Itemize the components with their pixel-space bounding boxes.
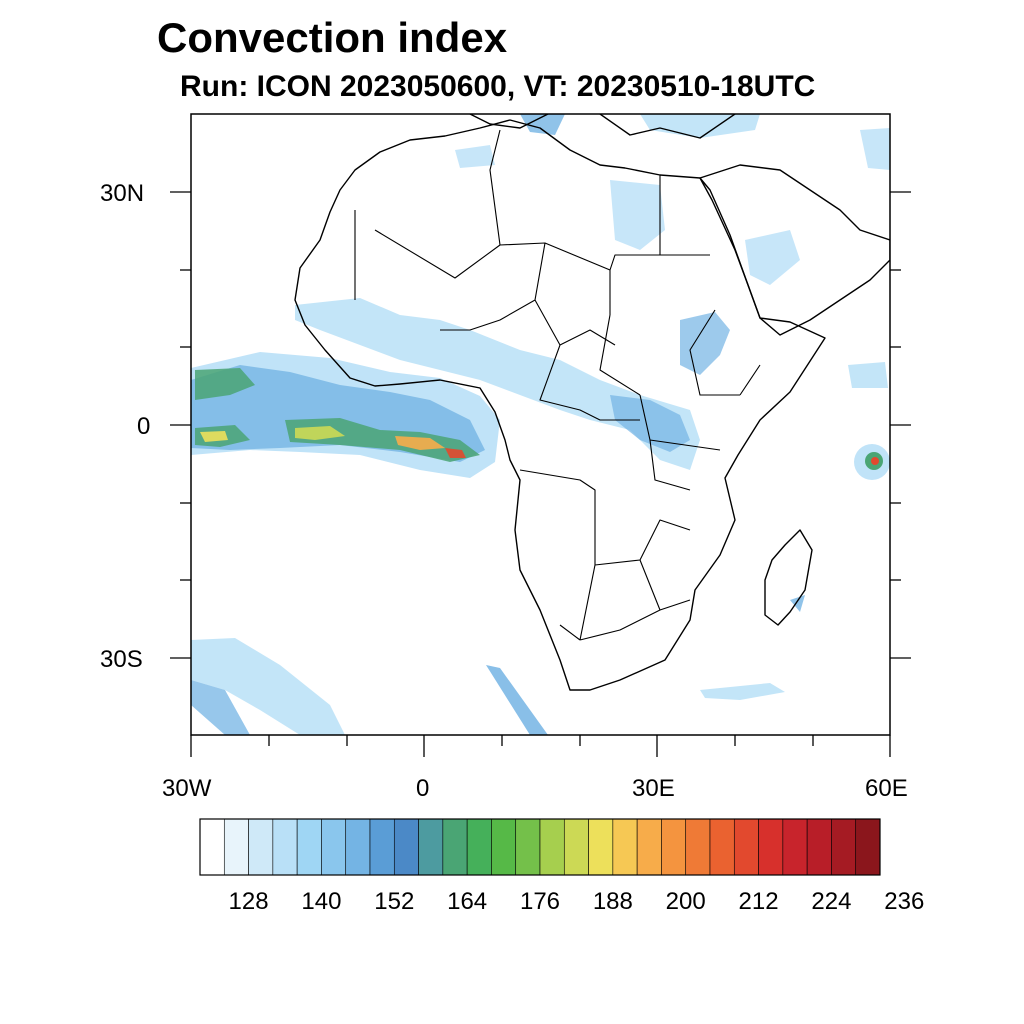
lat-label-30s: 30S	[100, 646, 143, 673]
convection-area	[395, 436, 445, 450]
colorbar-box	[806, 818, 832, 876]
convection-area	[871, 457, 879, 465]
lon-label-0: 0	[416, 775, 430, 802]
colorbar-box	[393, 818, 419, 876]
convection-area	[486, 665, 548, 735]
colorbar-box	[758, 818, 784, 876]
colorbar-box	[563, 818, 589, 876]
colorbar-box	[369, 818, 395, 876]
colorbar-tick-label: 164	[447, 888, 488, 915]
colorbar-box	[831, 818, 857, 876]
lon-label-30w: 30W	[162, 775, 212, 802]
convection-area	[200, 431, 228, 442]
convection-area	[195, 368, 255, 400]
convection-area	[455, 145, 495, 168]
convection-area	[520, 114, 565, 135]
colorbar-box	[296, 818, 322, 876]
convection-area	[848, 362, 888, 388]
convection-area	[790, 595, 805, 612]
arabia-coastline	[699, 164, 890, 336]
chart-title: Convection index	[157, 14, 508, 61]
coastline	[294, 119, 826, 691]
convection-area	[445, 448, 466, 458]
lon-label-60e: 60E	[865, 775, 908, 802]
country-borders	[354, 129, 761, 641]
lon-label-30e: 30E	[632, 775, 675, 802]
colorbar-box	[272, 818, 298, 876]
colorbar-tick-label: 224	[811, 888, 852, 915]
colorbar-box	[345, 818, 371, 876]
convection-area	[295, 298, 700, 470]
colorbar-box	[223, 818, 249, 876]
convection-area	[640, 114, 760, 138]
lat-label-0: 0	[137, 413, 151, 440]
colorbar-box	[442, 818, 468, 876]
map-ticks	[170, 191, 911, 757]
colorbar-box	[491, 818, 517, 876]
colorbar-box	[709, 818, 735, 876]
chart-subtitle: Run: ICON 2023050600, VT: 20230510-18UTC	[180, 70, 816, 103]
mediterranean-north	[469, 114, 736, 139]
convection-area	[745, 230, 800, 285]
colorbar-boxes	[199, 818, 881, 876]
convection-area	[191, 638, 345, 735]
convection-field	[191, 114, 890, 735]
colorbar-tick-label: 188	[592, 888, 633, 915]
colorbar-tick-label: 176	[519, 888, 561, 915]
colorbar-box	[855, 818, 881, 876]
colorbar-box	[782, 818, 808, 876]
convection-area	[860, 128, 890, 170]
colorbar-box	[636, 818, 662, 876]
colorbar-box	[685, 818, 711, 876]
madagascar-outline	[764, 529, 813, 626]
colorbar-tick-label: 236	[884, 888, 925, 915]
colorbar-tick-label: 200	[665, 888, 706, 915]
colorbar-box	[515, 818, 541, 876]
convection-area	[610, 395, 690, 452]
colorbar-box	[733, 818, 759, 876]
colorbar-box	[539, 818, 565, 876]
colorbar-box	[199, 818, 225, 876]
convection-area	[191, 680, 250, 735]
colorbar-box	[418, 818, 444, 876]
colorbar-frame	[199, 818, 881, 876]
colorbar-tick-label: 152	[374, 888, 415, 915]
colorbar-box	[466, 818, 492, 876]
convection-area	[610, 180, 665, 250]
africa-coastline	[294, 114, 890, 691]
colorbar-box	[248, 818, 274, 876]
convection-area	[295, 426, 345, 440]
colorbar-box	[661, 818, 687, 876]
colorbar-box	[321, 818, 347, 876]
lat-label-30n: 30N	[100, 180, 145, 207]
colorbar-box	[588, 818, 614, 876]
colorbar-tick-label: 128	[228, 888, 269, 915]
convection-area	[700, 683, 785, 700]
colorbar-box	[612, 818, 638, 876]
colorbar-tick-label: 140	[301, 888, 342, 915]
colorbar-tick-label: 212	[738, 888, 779, 915]
